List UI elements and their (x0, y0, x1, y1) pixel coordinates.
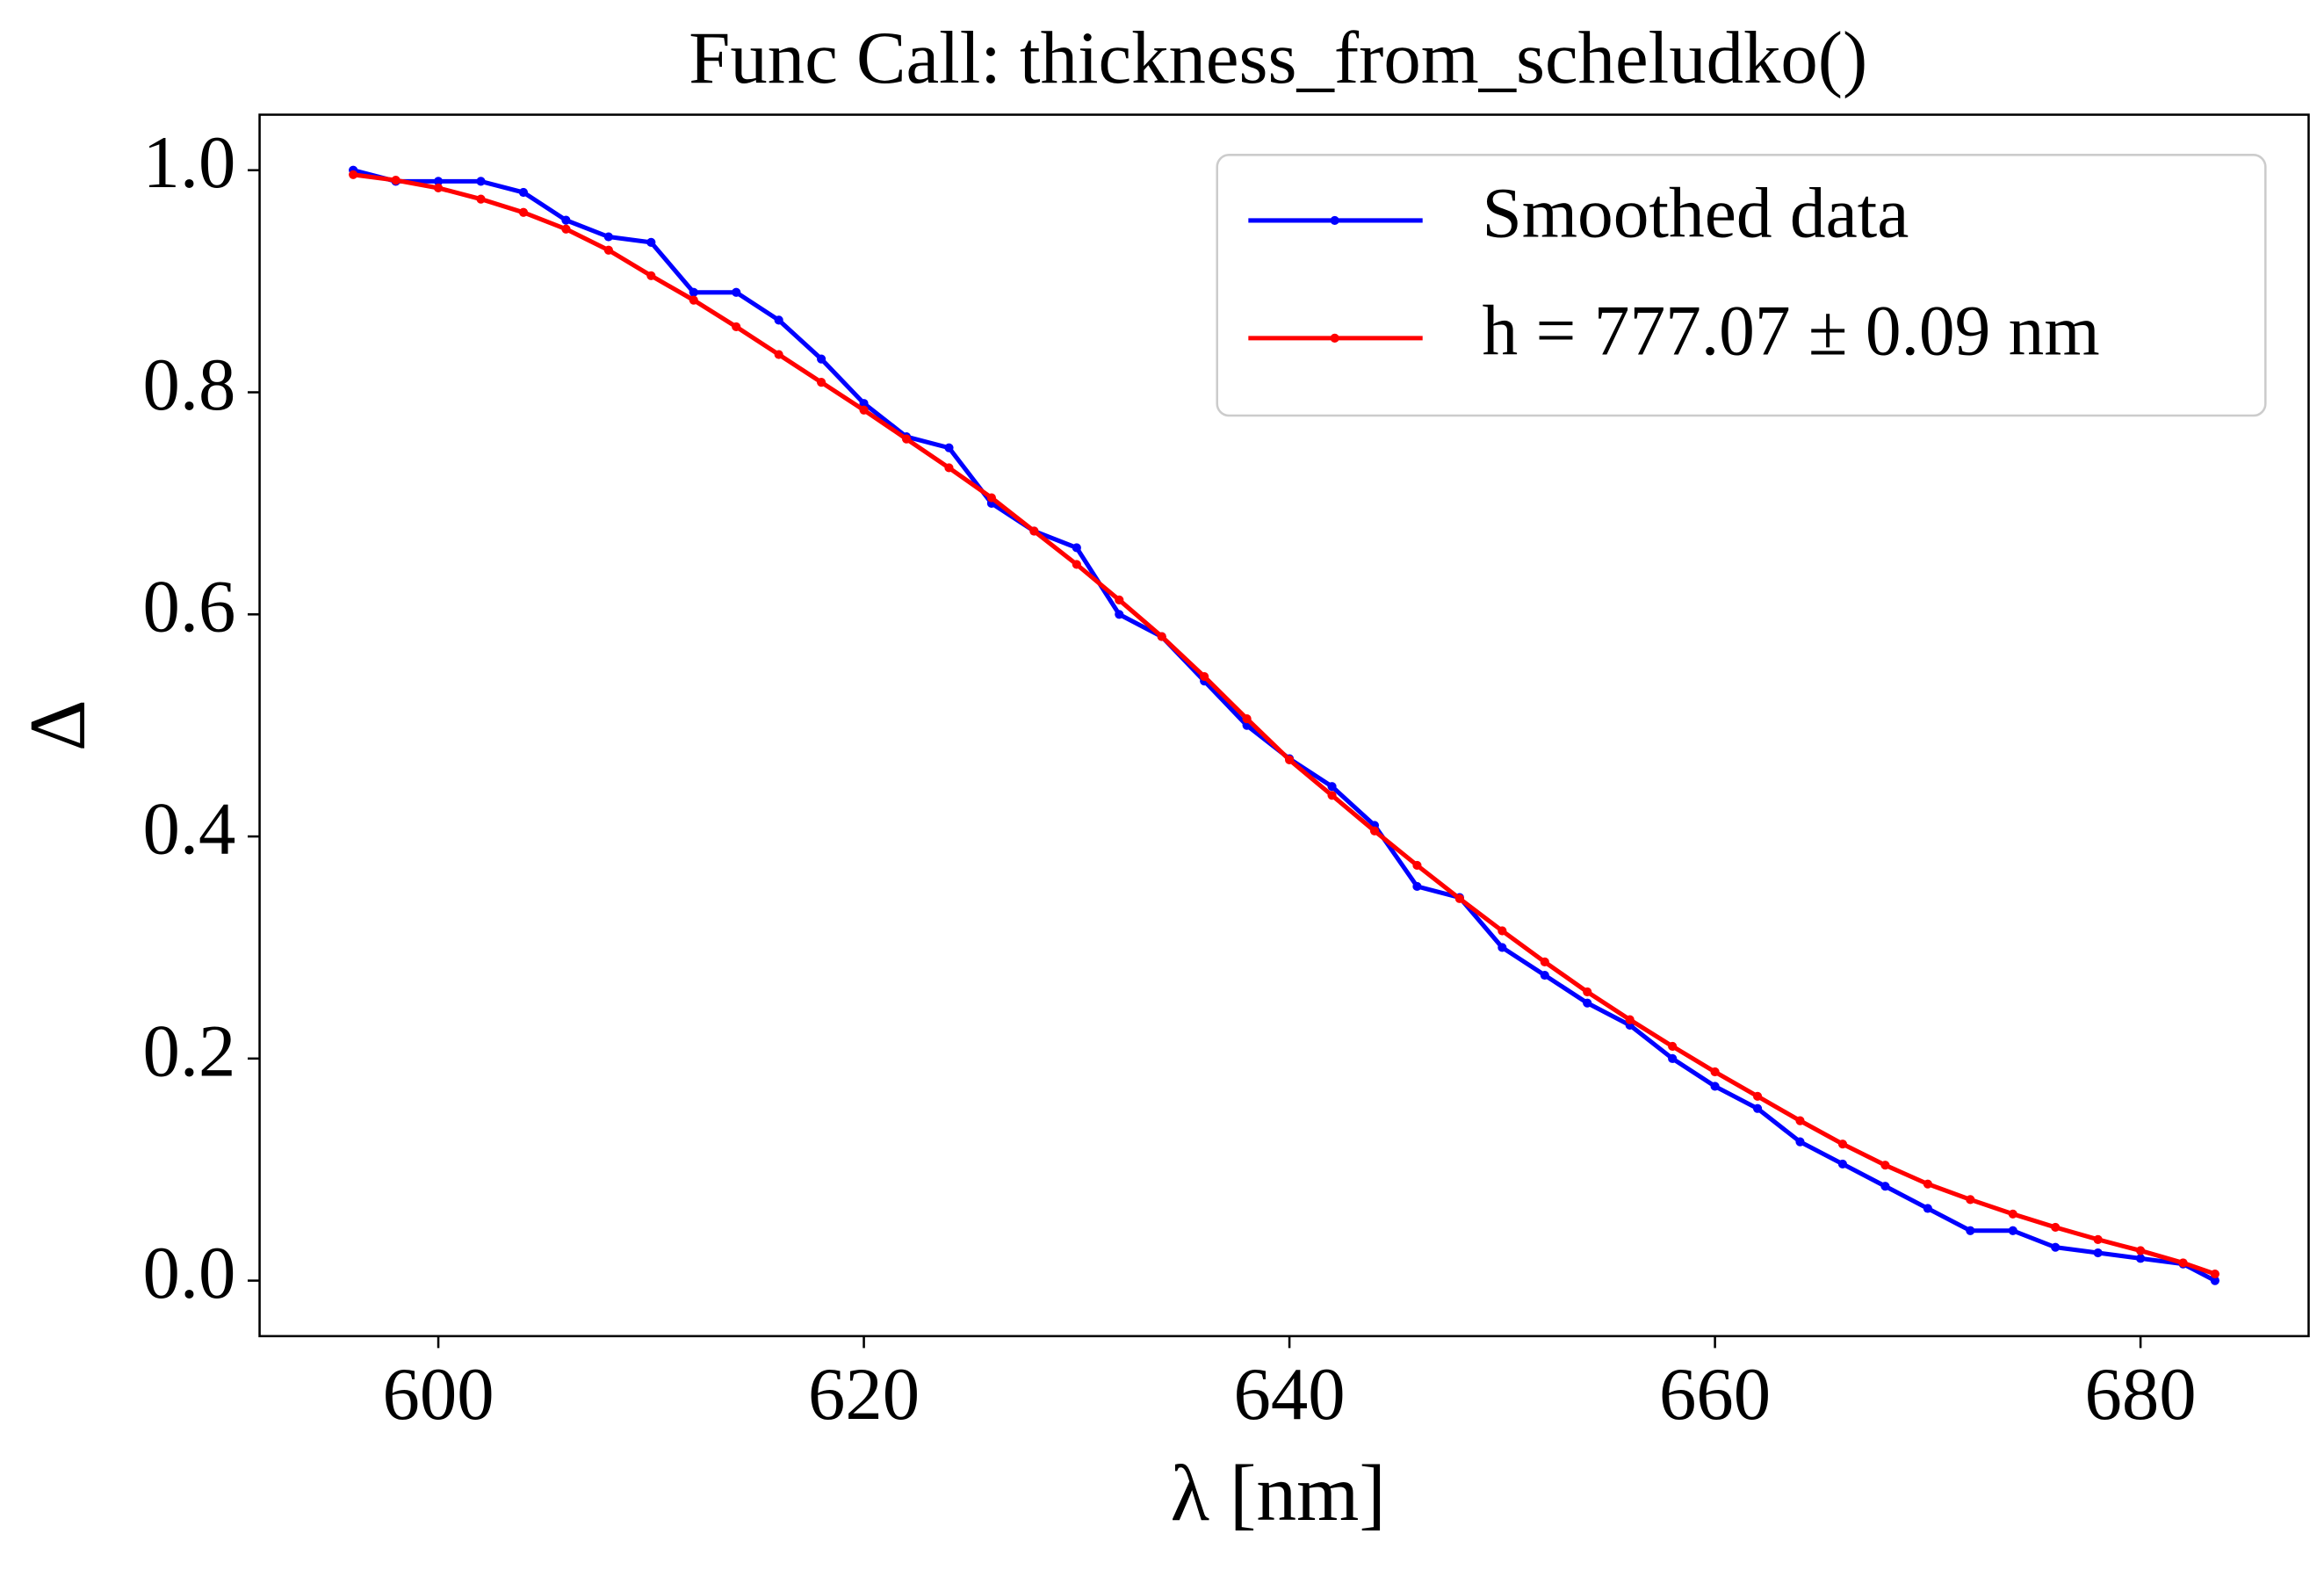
data-point (1157, 632, 1166, 641)
data-point (2136, 1254, 2146, 1263)
x-tick-label: 600 (382, 1353, 494, 1436)
data-point (1242, 714, 1252, 724)
data-point (2051, 1222, 2061, 1233)
data-point (859, 399, 869, 409)
data-point (1710, 1082, 1720, 1091)
data-point (1327, 791, 1337, 800)
data-point (1752, 1103, 1763, 1113)
data-point (603, 232, 613, 242)
data-point (1583, 987, 1592, 997)
data-point (944, 443, 954, 452)
data-point (1498, 926, 1507, 936)
data-point (859, 405, 869, 415)
data-point (433, 177, 444, 186)
y-tick-label: 0.8 (142, 344, 235, 426)
data-point (2178, 1258, 2188, 1268)
y-tick-label: 0.6 (142, 566, 235, 648)
data-point (646, 271, 656, 280)
data-point (1583, 998, 1592, 1008)
data-point (603, 245, 613, 255)
y-tick-label: 0.2 (142, 1009, 235, 1092)
data-point (349, 170, 358, 179)
data-point (901, 434, 912, 444)
data-point (2210, 1276, 2219, 1285)
data-point (1115, 610, 1124, 619)
data-point (1752, 1091, 1763, 1101)
data-point (561, 215, 571, 225)
plot-frame (258, 113, 2310, 1338)
data-point (2008, 1209, 2017, 1219)
data-point (1966, 1195, 1975, 1205)
data-point (518, 207, 529, 217)
x-tick-label: 640 (1234, 1353, 1346, 1436)
data-point (1880, 1182, 1890, 1191)
data-point (689, 287, 698, 297)
data-point (1284, 755, 1295, 764)
data-point (1540, 957, 1549, 966)
data-point (1200, 671, 1209, 682)
legend-label: Smoothed data (1483, 173, 1909, 253)
data-point (1668, 1053, 1678, 1063)
data-point (1029, 526, 1039, 536)
legend-marker (1330, 333, 1339, 343)
legend-box (1216, 154, 2267, 417)
data-point (391, 176, 401, 185)
data-point (1327, 782, 1337, 792)
data-point (1880, 1161, 1890, 1170)
data-point (2136, 1246, 2146, 1255)
data-point (944, 463, 954, 473)
legend-label: h = 777.07 ± 0.09 nm (1483, 291, 2100, 371)
x-axis-label: λ [nm] (1171, 1448, 1386, 1537)
data-point (1369, 826, 1380, 836)
data-point (1668, 1041, 1678, 1052)
data-point (1072, 560, 1081, 569)
data-point (1837, 1140, 1848, 1149)
data-point (2093, 1248, 2103, 1258)
data-point (646, 237, 656, 247)
data-point (2093, 1234, 2103, 1244)
data-point (1837, 1159, 1848, 1169)
data-point (1795, 1137, 1805, 1147)
y-tick-label: 1.0 (142, 121, 235, 204)
data-point (1923, 1179, 1932, 1189)
data-point (1498, 943, 1507, 952)
legend-marker (1330, 215, 1339, 226)
data-point (433, 183, 444, 193)
data-point (518, 187, 529, 198)
data-point (476, 177, 486, 186)
data-point (1412, 860, 1422, 871)
data-point (732, 287, 741, 297)
data-point (1710, 1067, 1720, 1077)
data-point (2008, 1226, 2017, 1235)
data-point (561, 224, 571, 234)
data-point (1454, 894, 1464, 903)
chart-title: Func Call: thickness_from_scheludko() (689, 17, 1867, 99)
data-point (1412, 881, 1422, 892)
data-point (476, 194, 486, 204)
x-tick-label: 620 (808, 1353, 920, 1436)
data-point (732, 322, 741, 332)
data-point (1966, 1226, 1975, 1235)
x-tick-label: 660 (1659, 1353, 1771, 1436)
data-point (817, 354, 826, 364)
data-point (1072, 543, 1081, 553)
data-point (1795, 1116, 1805, 1125)
data-point (1540, 970, 1549, 980)
data-point (774, 350, 783, 359)
y-tick-label: 0.0 (142, 1232, 235, 1314)
y-tick-label: 0.4 (142, 788, 235, 871)
x-tick-label: 680 (2085, 1353, 2197, 1436)
data-point (1115, 595, 1124, 604)
data-point (2210, 1269, 2219, 1279)
data-point (986, 493, 997, 503)
data-point (1625, 1015, 1635, 1024)
data-point (1923, 1204, 1932, 1213)
data-point (817, 378, 826, 387)
data-point (774, 315, 783, 325)
data-point (689, 295, 698, 305)
y-axis-label: Δ (12, 699, 102, 751)
data-point (2051, 1242, 2061, 1252)
